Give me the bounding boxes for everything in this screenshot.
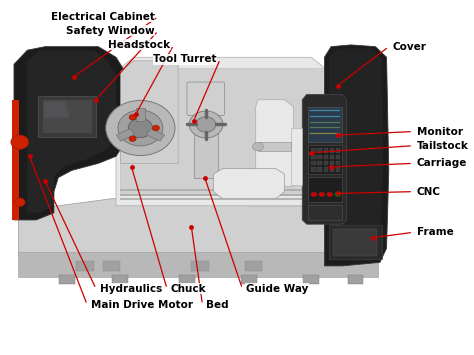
Polygon shape (116, 57, 329, 206)
Text: Headstock: Headstock (108, 40, 170, 50)
Polygon shape (329, 48, 383, 261)
Circle shape (335, 192, 341, 197)
Circle shape (14, 198, 25, 207)
Text: Frame: Frame (417, 227, 454, 237)
Circle shape (189, 111, 223, 138)
Bar (330, 154, 334, 159)
Bar (311, 161, 316, 165)
Bar (245, 261, 263, 271)
Circle shape (106, 100, 175, 155)
Text: Hydraulics: Hydraulics (100, 284, 162, 294)
Text: Cover: Cover (392, 42, 426, 52)
Text: Guide Way: Guide Way (246, 284, 308, 294)
Polygon shape (120, 61, 178, 163)
Text: Electrical Cabinet: Electrical Cabinet (51, 12, 155, 22)
Text: Main Drive Motor: Main Drive Motor (91, 300, 193, 310)
Bar (308, 145, 342, 174)
Polygon shape (44, 102, 69, 118)
Circle shape (129, 114, 136, 120)
Polygon shape (255, 100, 293, 186)
Bar (333, 229, 377, 256)
Bar (318, 161, 322, 165)
Polygon shape (325, 45, 389, 266)
Circle shape (129, 136, 136, 142)
Text: Carriage: Carriage (417, 158, 467, 168)
Bar (311, 148, 316, 153)
Bar (179, 275, 195, 284)
Bar (59, 275, 75, 284)
Bar (318, 148, 322, 153)
Text: Safety Window: Safety Window (66, 26, 155, 36)
Bar (311, 167, 316, 172)
Bar (324, 167, 328, 172)
Polygon shape (18, 199, 378, 255)
Bar (336, 154, 340, 159)
Text: CNC: CNC (417, 187, 441, 197)
Circle shape (128, 118, 153, 138)
Bar (347, 275, 364, 284)
Polygon shape (18, 252, 378, 277)
Polygon shape (12, 100, 19, 220)
Bar (330, 161, 334, 165)
Bar (103, 261, 120, 271)
Polygon shape (43, 100, 91, 133)
Circle shape (11, 135, 28, 149)
Bar (136, 108, 145, 121)
Bar (324, 148, 328, 153)
Bar (191, 261, 209, 271)
Polygon shape (38, 96, 96, 137)
Polygon shape (302, 94, 346, 224)
Bar (120, 68, 325, 195)
Bar (112, 275, 128, 284)
Bar (291, 128, 302, 185)
Polygon shape (14, 47, 125, 220)
Polygon shape (214, 169, 284, 199)
Text: Tool Turret: Tool Turret (153, 54, 217, 64)
Bar (318, 154, 322, 159)
Bar (308, 205, 342, 220)
Circle shape (319, 192, 325, 197)
Bar (324, 154, 328, 159)
Circle shape (118, 110, 163, 146)
Bar (336, 161, 340, 165)
Polygon shape (27, 50, 116, 213)
Circle shape (311, 192, 317, 197)
Circle shape (327, 192, 333, 197)
Bar (324, 161, 328, 165)
Text: Monitor: Monitor (417, 126, 463, 137)
Circle shape (196, 117, 216, 132)
Bar (330, 148, 334, 153)
Bar (311, 154, 316, 159)
Bar (241, 275, 257, 284)
Bar (336, 167, 340, 172)
FancyBboxPatch shape (187, 82, 225, 116)
Text: Tailstock: Tailstock (417, 141, 469, 151)
Bar (193, 100, 218, 178)
Bar (258, 142, 291, 151)
Circle shape (253, 142, 263, 151)
Text: Chuck: Chuck (171, 284, 206, 294)
Bar (116, 129, 135, 141)
Bar (76, 261, 94, 271)
Bar (308, 177, 342, 202)
Bar (330, 167, 334, 172)
Bar (318, 167, 322, 172)
Bar (146, 129, 164, 141)
Text: Bed: Bed (206, 300, 228, 310)
Bar (303, 275, 319, 284)
Circle shape (152, 125, 159, 131)
Bar (336, 148, 340, 153)
Bar (329, 225, 382, 259)
Bar (308, 107, 342, 142)
